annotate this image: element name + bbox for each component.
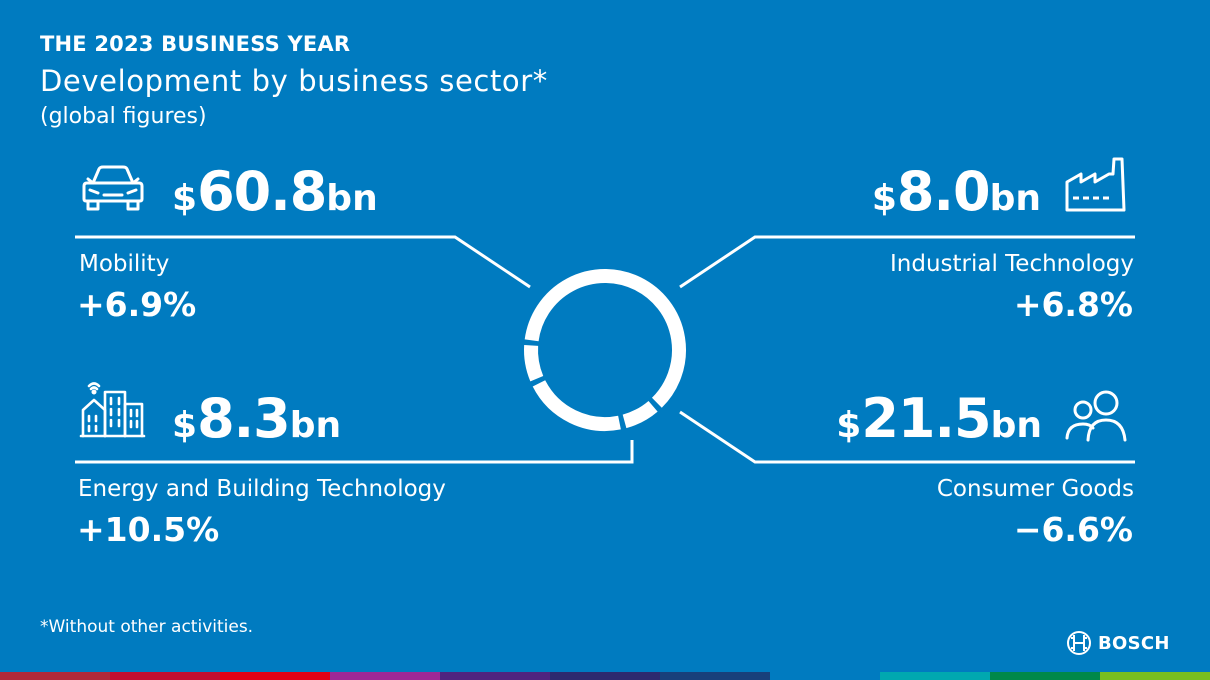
donut-chart — [524, 269, 686, 431]
sector-label-consumer: Consumer Goods — [936, 476, 1134, 502]
amount-energy: $8.3bn — [172, 392, 341, 446]
change-energy: +10.5% — [77, 510, 220, 549]
stripe-segment — [550, 672, 660, 680]
stripe-segment — [770, 672, 880, 680]
eyebrow-title: THE 2023 BUSINESS YEAR — [40, 32, 351, 56]
donut-slice-mobility — [524, 269, 686, 408]
stripe-segment — [990, 672, 1100, 680]
stripe-segment — [1100, 672, 1210, 680]
change-consumer: −6.6% — [1013, 510, 1133, 549]
stripe-segment — [880, 672, 990, 680]
donut-slice-energy — [524, 345, 544, 382]
value-consumer: 21.5 — [861, 387, 991, 450]
people-icon — [1065, 390, 1127, 442]
amount-consumer: $21.5bn — [836, 392, 1042, 446]
factory-icon — [1065, 157, 1126, 212]
stripe-segment — [440, 672, 550, 680]
currency-symbol: $ — [172, 178, 198, 219]
buildings-icon — [79, 382, 146, 438]
amount-industrial: $8.0bn — [872, 165, 1041, 219]
unit-label: bn — [289, 405, 342, 446]
donut-slice-consumer — [532, 380, 621, 431]
currency-symbol: $ — [172, 405, 198, 446]
bosch-logo-text: BOSCH — [1098, 632, 1170, 654]
sector-label-energy: Energy and Building Technology — [78, 476, 446, 502]
stripe-segment — [0, 672, 110, 680]
change-industrial: +6.8% — [1013, 285, 1133, 324]
sector-label-mobility: Mobility — [79, 251, 170, 277]
page-subtitle: (global figures) — [40, 104, 207, 129]
footnote: *Without other activities. — [40, 617, 254, 637]
connector-energy — [75, 440, 634, 464]
donut-slice-industrial — [622, 400, 658, 429]
unit-label: bn — [326, 178, 378, 219]
stripe-segment — [110, 672, 220, 680]
unit-label: bn — [990, 405, 1042, 446]
unit-label: bn — [989, 178, 1041, 219]
change-mobility: +6.9% — [77, 285, 197, 324]
currency-symbol: $ — [836, 405, 862, 446]
connector-lines — [75, 235, 1135, 464]
value-mobility: 60.8 — [197, 160, 327, 223]
sector-label-industrial: Industrial Technology — [889, 251, 1134, 277]
color-stripe — [0, 672, 1210, 680]
value-industrial: 8.0 — [896, 160, 991, 223]
stripe-segment — [660, 672, 770, 680]
currency-symbol: $ — [871, 178, 897, 219]
connector-consumer — [679, 410, 1135, 464]
car-icon — [82, 165, 144, 211]
bosch-logo: BOSCH — [1066, 630, 1170, 656]
page-title: Development by business sector* — [40, 64, 548, 98]
amount-mobility: $60.8bn — [172, 165, 378, 219]
connector-industrial — [679, 235, 1135, 289]
value-energy: 8.3 — [197, 387, 291, 450]
bosch-armature-icon — [1067, 631, 1091, 655]
stripe-segment — [220, 672, 330, 680]
connector-mobility — [75, 235, 531, 289]
stripe-segment — [330, 672, 440, 680]
